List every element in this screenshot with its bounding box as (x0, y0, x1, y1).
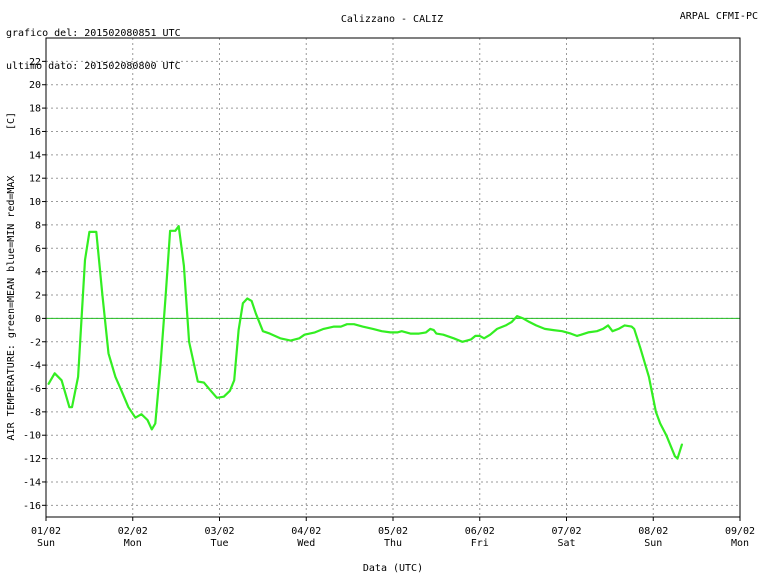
y-tick-label: 2 (35, 291, 41, 302)
y-tick-label: 0 (35, 314, 41, 325)
y-axis-unit: [C] (6, 112, 17, 130)
temperature-mean-line (47, 225, 684, 460)
y-tick-label: 18 (29, 104, 41, 115)
x-tick-day: Mon (731, 538, 749, 549)
x-tick-day: Wed (297, 538, 315, 549)
chart-title: Calizzano - CALIZ (340, 14, 444, 25)
y-tick-label: 8 (35, 220, 41, 231)
x-tick-date: 06/02 (465, 526, 495, 537)
x-tick-date: 03/02 (204, 526, 234, 537)
plot-frame (45, 37, 741, 518)
y-tick-label: 12 (29, 174, 41, 185)
x-tick-day: Sun (37, 538, 55, 549)
axis-ticks: -16 -14 -12 -10 -8 -6 -4 -2 0 2 4 6 8 10 12 14 16 18 20 22 0… (23, 57, 755, 549)
y-tick-label: -4 (29, 361, 41, 372)
y-tick-label: 10 (29, 197, 41, 208)
x-tick-day: Fri (471, 538, 489, 549)
y-tick-label: 6 (35, 244, 41, 255)
x-tick-day: Sun (644, 538, 662, 549)
x-tick-day: Sat (557, 538, 575, 549)
generated-timestamp: grafico del: 201502080851 UTC (6, 28, 181, 39)
y-tick-label: 16 (29, 127, 41, 138)
last-data-timestamp: ultimo dato: 201502080800 UTC (6, 61, 181, 72)
y-tick-label: -16 (23, 501, 41, 512)
y-tick-label: 20 (29, 80, 41, 91)
y-tick-label: -8 (29, 407, 41, 418)
x-tick-day: Thu (384, 538, 402, 549)
x-tick-date: 02/02 (118, 526, 148, 537)
x-tick-date: 07/02 (551, 526, 581, 537)
x-tick-day: Tue (210, 538, 228, 549)
x-tick-date: 05/02 (378, 526, 408, 537)
x-tick-date: 09/02 (725, 526, 755, 537)
y-tick-label: -14 (23, 477, 41, 488)
y-tick-label: -2 (29, 337, 41, 348)
x-tick-day: Mon (124, 538, 142, 549)
grid (46, 38, 740, 517)
y-axis-label: AIR TEMPERATURE: green=MEAN blue=MIN red… (6, 176, 17, 441)
y-tick-label: -10 (23, 431, 41, 442)
y-tick-label: 14 (29, 150, 41, 161)
y-tick-label: -6 (29, 384, 41, 395)
x-tick-date: 08/02 (638, 526, 668, 537)
y-tick-label: 4 (35, 267, 41, 278)
x-tick-date: 01/02 (31, 526, 61, 537)
y-tick-label: -12 (23, 454, 41, 465)
agency-label: ARPAL CFMI-PC (679, 11, 758, 22)
y-tick-label: 22 (29, 57, 41, 68)
series-group (47, 225, 684, 460)
x-axis-label: Data (UTC) (363, 563, 423, 574)
x-tick-date: 04/02 (291, 526, 321, 537)
